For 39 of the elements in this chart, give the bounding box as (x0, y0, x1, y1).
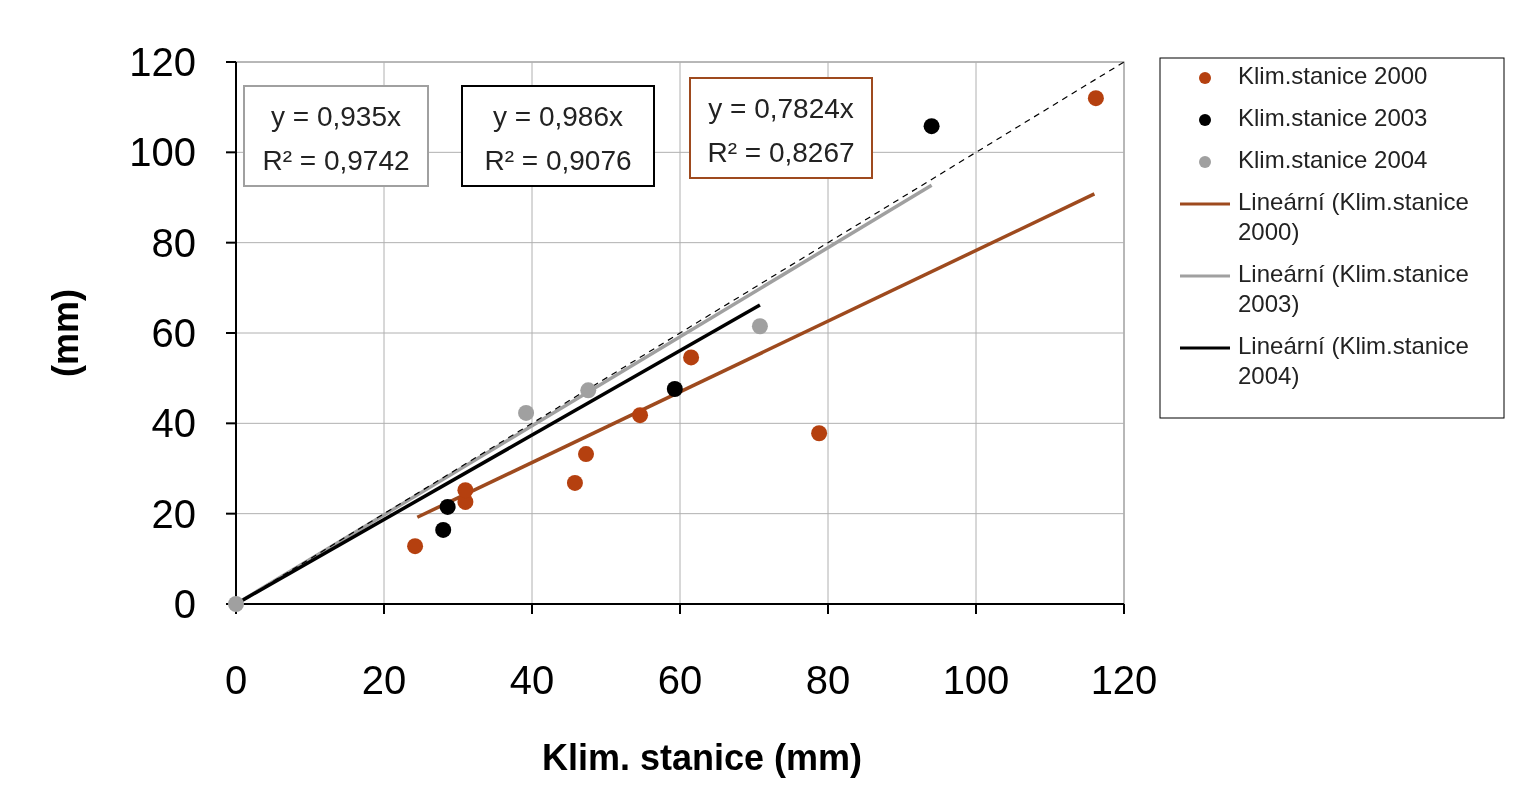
point (435, 521, 452, 538)
annotation: y = 0,986x R² = 0,9076 (484, 101, 632, 176)
y-tick-label: 0 (173, 582, 196, 626)
y-tick-label: 120 (129, 40, 196, 84)
point (580, 382, 597, 399)
y-tick-label: 20 (151, 491, 196, 536)
annotation: y = 0,7824x R² = 0,8267 (707, 93, 855, 168)
x-axis-title: Klim. stanice (mm) (541, 737, 863, 778)
annotation: y = 0,935x R² = 0,9742 (262, 101, 410, 176)
legend-label: Klim.stanice 2004 (1238, 146, 1428, 173)
x-tick-label: 100 (942, 658, 1010, 702)
point (751, 318, 768, 335)
point (683, 349, 700, 366)
point (632, 407, 649, 424)
legend-label: Lineární (Klim.stanice 2000) (1238, 188, 1469, 245)
y-tick-label: 80 (151, 220, 196, 265)
point (1087, 90, 1104, 107)
y-tick-label: 60 (151, 311, 196, 355)
x-tick-label: 0 (224, 658, 248, 702)
x-tick-label: 120 (1090, 658, 1158, 702)
legend-label: Lineární (Klim.stanice 2004) (1238, 332, 1469, 389)
legend-label: Klim.stanice 2003 (1238, 104, 1428, 131)
point (566, 474, 583, 491)
legend-label: Klim.stanice 2000 (1238, 62, 1428, 89)
x-tick-label: 20 (361, 658, 407, 702)
x-tick-label: 80 (805, 658, 851, 702)
point (923, 118, 940, 135)
y-axis-title: (mm) (45, 289, 86, 377)
point (666, 381, 683, 398)
point (439, 498, 456, 515)
point (518, 404, 535, 421)
y-tick-label: 40 (151, 401, 196, 446)
point (811, 425, 828, 442)
x-tick-label: 60 (657, 658, 703, 702)
point (578, 446, 595, 463)
point (407, 538, 424, 555)
x-tick-label: 40 (509, 658, 555, 702)
legend-label: Lineární (Klim.stanice 2003) (1238, 260, 1469, 317)
y-tick-label: 100 (129, 130, 196, 175)
